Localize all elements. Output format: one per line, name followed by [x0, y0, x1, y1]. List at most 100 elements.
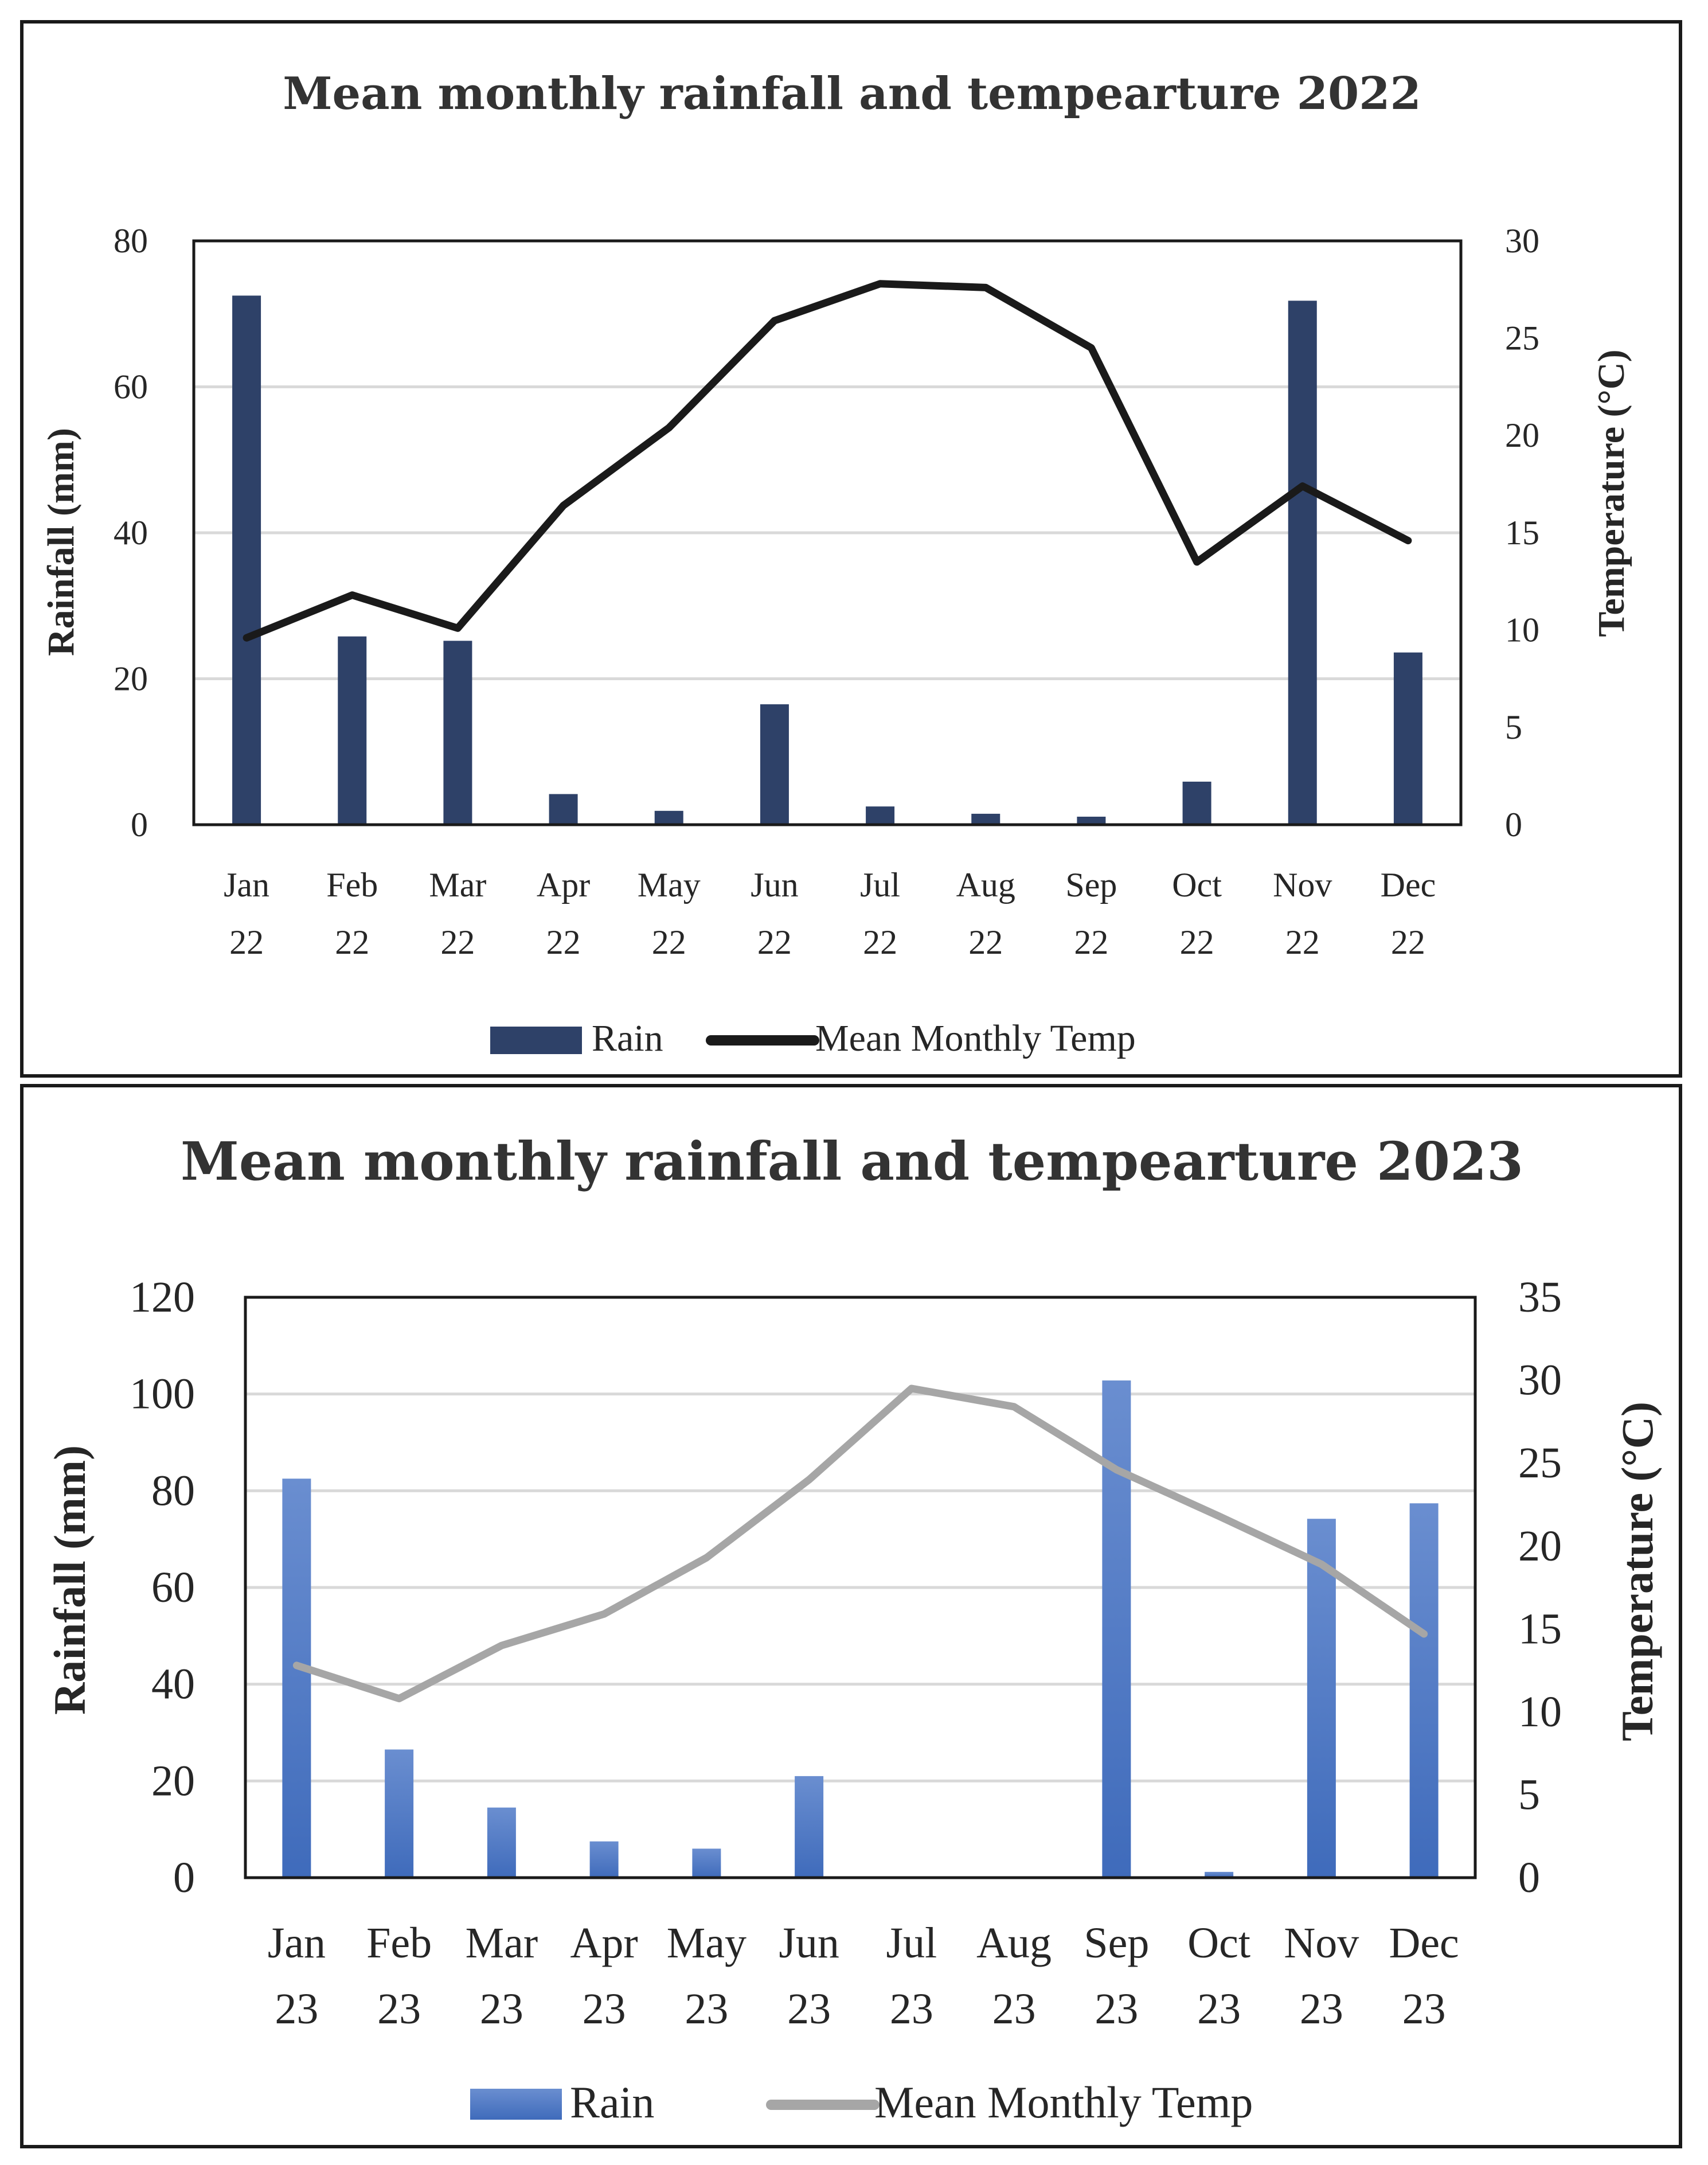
y-tick-label: 40 [151, 1660, 195, 1708]
left-axis-ticks: 0 20 40 60 80 100 120 [130, 1273, 195, 1902]
y-tick-label: 60 [114, 368, 148, 405]
y2-tick-label: 25 [1505, 319, 1539, 357]
x-tick-label-month: May [667, 1919, 746, 1967]
x-tick-label-year: 22 [546, 923, 581, 961]
rain-bar [338, 636, 367, 825]
y-tick-label: 120 [130, 1273, 195, 1321]
x-tick-label-month: Nov [1273, 866, 1332, 904]
x-tick-label-month: Feb [366, 1919, 432, 1967]
x-tick-label-year: 23 [1402, 1985, 1446, 2033]
temperature-line [243, 280, 1412, 642]
x-tick-label-year: 23 [992, 1985, 1036, 2033]
x-tick-label-month: May [638, 866, 701, 904]
x-tick-label-month: Jan [268, 1919, 326, 1967]
x-tick-label-year: 23 [890, 1985, 933, 2033]
x-tick-label-month: Nov [1284, 1919, 1359, 1967]
x-tick-label-month: Jul [886, 1919, 937, 1967]
legend: Rain Mean Monthly Temp [470, 2077, 1253, 2127]
y2-tick-label: 25 [1518, 1439, 1562, 1487]
x-tick-label-year: 22 [335, 923, 369, 961]
rain-bar [692, 1848, 721, 1878]
y2-tick-label: 15 [1518, 1605, 1562, 1653]
y-tick-label: 20 [151, 1757, 195, 1805]
rain-bars [282, 1380, 1439, 1878]
legend-label-rain: Rain [570, 2077, 654, 2127]
rain-bar [1409, 1503, 1439, 1878]
x-tick-label-year: 23 [583, 1985, 626, 2033]
x-tick-label-month: Jul [860, 866, 900, 904]
y-tick-label: 0 [173, 1854, 195, 1902]
y2-tick-label: 0 [1505, 806, 1522, 844]
x-tick-label-month: Sep [1065, 866, 1117, 904]
rain-bar [589, 1841, 619, 1878]
x-tick-label-year: 22 [440, 923, 475, 961]
y2-tick-label: 5 [1518, 1771, 1540, 1819]
rain-bar [1393, 652, 1422, 825]
legend-label-temp: Mean Monthly Temp [815, 1017, 1136, 1059]
x-tick-label-year: 23 [1300, 1985, 1343, 2033]
y2-tick-label: 30 [1505, 222, 1539, 260]
legend-swatch-rain [470, 2089, 562, 2120]
temperature-line [292, 1384, 1428, 1703]
y2-tick-label: 30 [1518, 1356, 1562, 1405]
x-tick-label-year: 22 [1180, 923, 1214, 961]
y-axis-label: Rainfall (mm) [40, 428, 82, 656]
legend-swatch-rain [490, 1027, 582, 1054]
x-axis-ticks: Jan 22 Feb 22 Mar 22 Apr 22 May 22 Jun 22 Jul 22 Aug 22… [224, 866, 1436, 961]
chart-panel-2023: Mean monthly rainfall and tempearture 20… [20, 1084, 1682, 2148]
y-tick-label: 0 [131, 806, 148, 844]
rain-bar [385, 1749, 414, 1878]
x-tick-label-month: Apr [537, 866, 590, 904]
y-tick-label: 60 [151, 1563, 195, 1612]
rain-bar [971, 813, 1000, 825]
x-tick-label-month: Jan [224, 866, 269, 904]
rain-bar [1182, 781, 1211, 825]
rain-bar [1077, 817, 1106, 825]
x-tick-label-month: Feb [326, 866, 378, 904]
x-tick-label-year: 23 [377, 1985, 421, 2033]
rain-bar [487, 1807, 516, 1878]
x-tick-label-year: 23 [787, 1985, 831, 2033]
y-tick-label: 80 [151, 1466, 195, 1515]
y-axis-label: Rainfall (mm) [45, 1445, 95, 1715]
x-tick-label-month: Jun [779, 1919, 839, 1967]
plot-frame [244, 1296, 1477, 1879]
y2-tick-label: 10 [1518, 1688, 1562, 1736]
left-axis-ticks: 0 20 40 60 80 [114, 222, 148, 844]
rain-bars [232, 295, 1422, 825]
y2-tick-label: 10 [1505, 611, 1539, 649]
panel-border [20, 20, 1682, 1078]
y2-tick-label: 15 [1505, 514, 1539, 552]
x-tick-label-month: Apr [570, 1919, 638, 1967]
x-tick-label-year: 23 [275, 1985, 318, 2033]
x-tick-label-month: Aug [976, 1919, 1052, 1967]
y2-tick-label: 20 [1518, 1522, 1562, 1570]
x-tick-label-year: 22 [652, 923, 686, 961]
right-axis-ticks: 0 5 10 15 20 25 30 [1505, 222, 1539, 844]
x-tick-label-month: Mar [466, 1919, 538, 1967]
rain-bar [1205, 1871, 1234, 1878]
x-tick-label-year: 22 [757, 923, 792, 961]
y2-tick-label: 35 [1518, 1273, 1562, 1321]
y-tick-label: 100 [130, 1370, 195, 1418]
x-tick-label-month: Aug [956, 866, 1015, 904]
x-tick-label-year: 22 [863, 923, 897, 961]
rain-bar [232, 295, 261, 825]
rain-bar [443, 641, 472, 825]
rain-bar [866, 806, 895, 825]
x-tick-label-month: Mar [429, 866, 486, 904]
legend: Rain Mean Monthly Temp [490, 1017, 1136, 1059]
x-tick-label-year: 23 [685, 1985, 728, 2033]
x-tick-label-year: 23 [1197, 1985, 1241, 2033]
x-tick-label-month: Dec [1381, 866, 1436, 904]
x-tick-label-month: Dec [1389, 1919, 1459, 1967]
chart-panel-2022: Mean monthly rainfall and tempearture 20… [20, 20, 1682, 1078]
rain-bar [654, 810, 683, 825]
chart-title: Mean monthly rainfall and tempearture 20… [283, 68, 1421, 120]
y2-axis-label: Temperature (°C) [1590, 349, 1632, 637]
plot-frame [192, 239, 1463, 826]
x-tick-label-month: Oct [1172, 866, 1222, 904]
x-tick-label-year: 22 [229, 923, 264, 961]
y2-tick-label: 20 [1505, 416, 1539, 454]
x-tick-label-year: 23 [480, 1985, 523, 2033]
